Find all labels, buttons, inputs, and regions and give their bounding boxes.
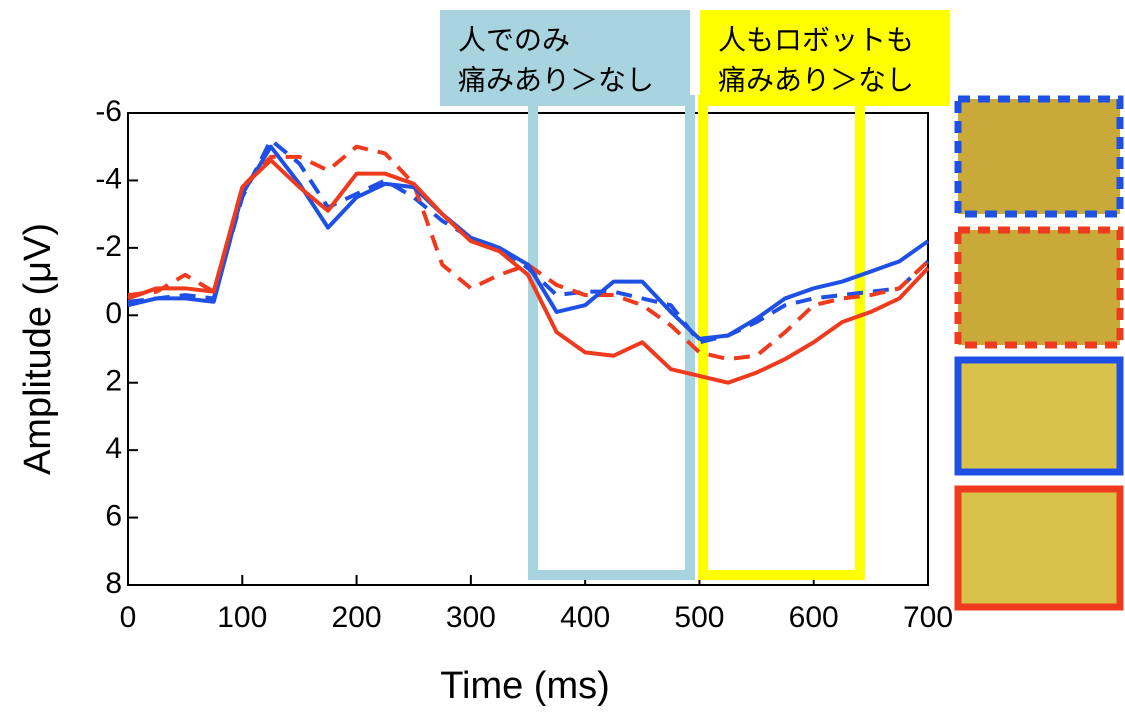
x-tick-label: 400	[560, 601, 610, 634]
x-tick-label: 300	[446, 601, 496, 634]
annotation-box	[440, 10, 690, 106]
thumbnails	[954, 95, 1124, 611]
annotation-text: 痛みあり＞なし	[458, 64, 654, 95]
annotation-box	[700, 10, 950, 106]
annotation-window	[528, 95, 695, 580]
y-tick-label: 4	[105, 432, 122, 465]
x-tick-label: 100	[217, 601, 267, 634]
thumbnail	[954, 95, 1124, 218]
x-axis-label: Time (ms)	[440, 665, 610, 707]
annotation-text: 人でのみ	[458, 24, 570, 55]
y-tick-label: -4	[95, 162, 122, 195]
y-tick-label: 0	[105, 297, 122, 330]
line-series	[127, 158, 930, 385]
y-tick-label: -6	[95, 95, 122, 128]
y-tick-label: -2	[95, 230, 122, 263]
x-tick-label: 200	[332, 601, 382, 634]
y-tick-label: 8	[105, 567, 122, 600]
x-tick-label: 700	[903, 601, 953, 634]
x-tick-label: 0	[120, 601, 137, 634]
annotation-text: 痛みあり＞なし	[718, 64, 914, 95]
x-tick-label: 600	[789, 601, 839, 634]
y-tick-label: 6	[105, 499, 122, 532]
thumbnail	[954, 356, 1124, 476]
thumbnail	[954, 485, 1124, 611]
y-tick-label: 2	[105, 365, 122, 398]
y-axis-label: Amplitude (μV)	[17, 223, 59, 475]
line-series	[127, 144, 930, 341]
annotation-text: 人もロボットも	[718, 24, 914, 55]
thumbnail	[954, 226, 1124, 349]
x-tick-label: 500	[674, 601, 724, 634]
